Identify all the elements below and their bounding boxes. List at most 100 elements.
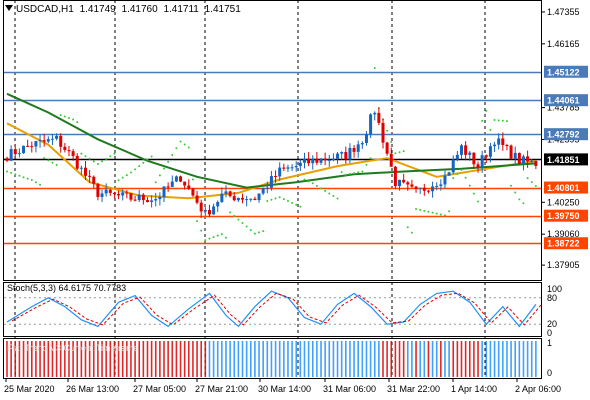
candle: [59, 133, 63, 153]
level-tag-label: 1.38722: [547, 239, 580, 249]
candle-body: [133, 199, 137, 201]
sar-dot: [452, 177, 455, 180]
sar-dot: [171, 154, 174, 157]
stoch-signal-line: [11, 292, 542, 326]
sar-dot: [183, 143, 186, 146]
sar-dot: [88, 157, 91, 160]
sar-dot: [448, 210, 451, 213]
candle: [274, 170, 278, 183]
candle: [282, 163, 286, 172]
sar-dot: [10, 171, 13, 174]
candle-body: [509, 145, 513, 159]
level-price-tag: 1.45122: [544, 65, 588, 78]
candle: [22, 145, 26, 154]
level-tag-label: 1.45122: [547, 67, 580, 77]
candle-body: [241, 197, 245, 200]
sar-dot: [534, 184, 537, 187]
candle: [96, 182, 100, 201]
sar-dot: [468, 184, 471, 187]
level-tag-label: 1.40801: [547, 183, 580, 193]
candle-body: [360, 143, 364, 145]
candle: [422, 183, 426, 196]
candle: [121, 189, 125, 201]
candle: [302, 152, 306, 169]
time-tick-label: 1 Apr 14:00: [451, 384, 497, 394]
trend-panel-label: Flat Trend V3 Current Timeframe: [7, 343, 139, 353]
level-price-tag: 1.44061: [544, 94, 588, 107]
sar-dot: [59, 114, 62, 117]
trend-tick-label: 1: [547, 338, 552, 348]
candle-body: [381, 122, 385, 143]
price-tick-label: 1.47355: [547, 7, 580, 17]
candle-body: [364, 134, 368, 144]
candlesticks[interactable]: [5, 107, 538, 219]
candle-body: [476, 164, 480, 168]
candle: [150, 195, 154, 208]
candle: [125, 190, 129, 199]
sar-dot: [249, 229, 252, 232]
sar-dot: [518, 198, 521, 201]
candle: [468, 151, 472, 161]
candle-body: [183, 181, 187, 186]
candle: [431, 181, 435, 198]
horizontal-levels: [4, 71, 541, 245]
level-price-tag: 1.40801: [544, 181, 588, 194]
candle: [286, 164, 290, 173]
sar-dot: [522, 202, 525, 205]
sar-dot: [286, 199, 289, 202]
candle-body: [261, 188, 265, 194]
candle: [63, 143, 67, 153]
sar-dot: [423, 209, 426, 212]
dropdown-triangle-icon[interactable]: [5, 5, 13, 11]
candle-body: [385, 142, 389, 154]
candle-body: [286, 167, 290, 169]
candle: [323, 152, 327, 166]
sar-dot: [34, 181, 37, 184]
candle-body: [327, 159, 331, 161]
open-value: 1.41749: [79, 4, 116, 15]
sar-dot: [344, 173, 347, 176]
sar-dot: [497, 119, 500, 122]
candle: [228, 190, 232, 198]
candle: [220, 187, 224, 203]
panel-frames: [3, 0, 542, 379]
sar-dot: [220, 233, 223, 236]
sar-dot: [340, 171, 343, 174]
candle-body: [435, 185, 439, 187]
sar-dot: [51, 161, 54, 164]
sar-dot: [373, 67, 376, 70]
sar-dot: [196, 220, 199, 223]
candle-body: [373, 112, 377, 115]
level-tag-label: 1.41851: [547, 155, 580, 165]
candle-body: [290, 167, 294, 169]
candle-body: [468, 152, 472, 155]
candle: [13, 143, 17, 159]
candle-body: [55, 135, 59, 139]
sar-dot: [138, 165, 141, 168]
candle-body: [253, 198, 257, 201]
sar-dot: [76, 121, 79, 124]
sar-dot: [410, 231, 413, 234]
sar-dot: [390, 141, 393, 144]
sar-dot: [245, 225, 248, 228]
candle: [253, 196, 257, 201]
candle: [117, 190, 121, 200]
candle: [464, 141, 468, 161]
sar-dot: [328, 192, 331, 195]
candle: [46, 136, 50, 144]
candle-body: [100, 193, 104, 197]
level-price-tag: 1.42792: [544, 128, 588, 141]
sar-dot: [415, 207, 418, 210]
sar-dot: [121, 176, 124, 179]
sar-dot: [262, 230, 265, 233]
candle: [348, 143, 352, 164]
sar-dot: [224, 236, 227, 239]
candle-body: [298, 162, 302, 167]
candle: [137, 189, 141, 202]
candle: [50, 133, 54, 146]
candle: [212, 203, 216, 215]
sar-dot: [167, 160, 170, 163]
candle: [71, 148, 75, 161]
price-tick-label: 1.43785: [547, 103, 580, 113]
